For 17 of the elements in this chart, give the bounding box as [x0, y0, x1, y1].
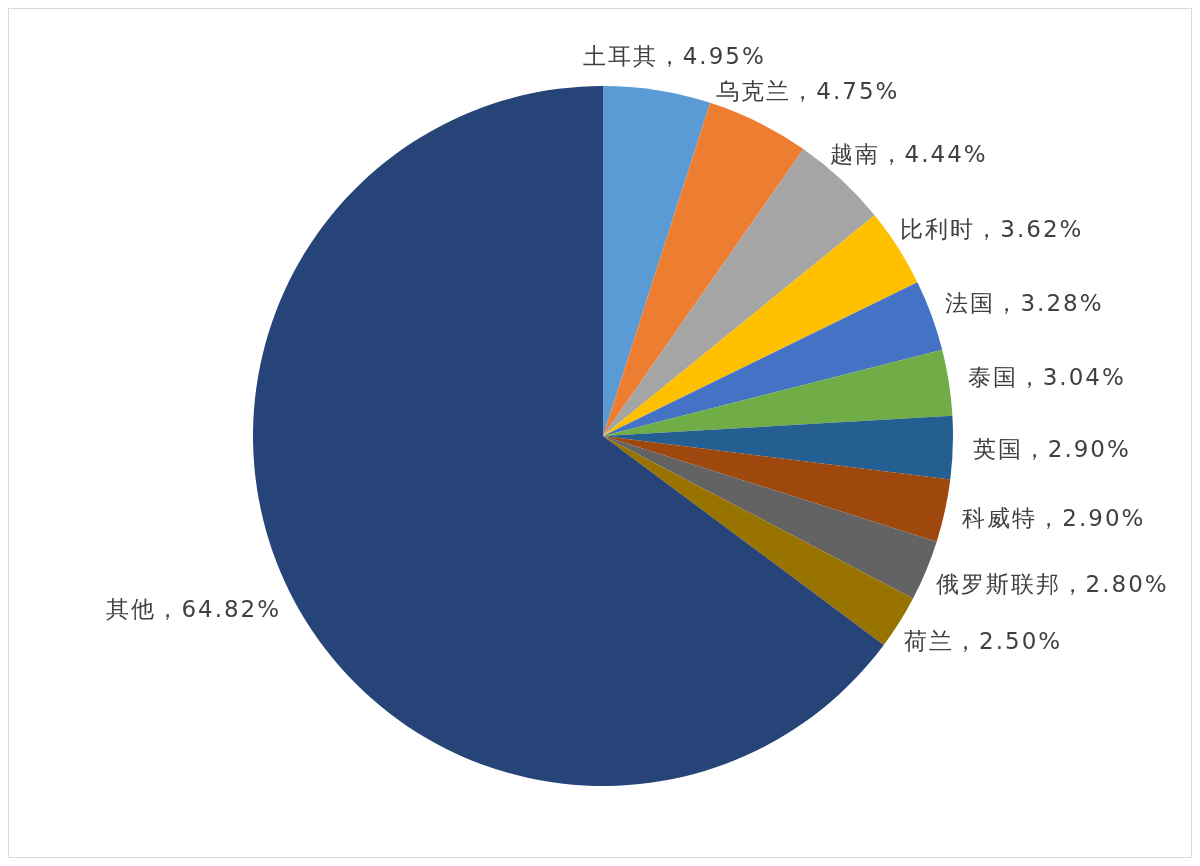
pie-slice: [603, 102, 804, 436]
slice-label: 乌克兰，4.75%: [716, 78, 900, 105]
pie-slice: [603, 349, 953, 436]
slice-label: 荷兰，2.50%: [904, 627, 1063, 654]
slice-label: 其他，64.82%: [106, 595, 282, 622]
pie-slice: [603, 86, 711, 436]
slice-label: 科威特，2.90%: [962, 505, 1146, 532]
slice-label: 俄罗斯联邦，2.80%: [935, 571, 1169, 597]
slice-label: 越南，4.44%: [829, 141, 988, 168]
slice-label: 泰国，3.04%: [967, 364, 1126, 391]
pie-slice: [603, 436, 951, 542]
slice-label: 土耳其，4.95%: [582, 42, 766, 69]
slice-label: 英国，2.90%: [972, 435, 1131, 462]
slice-label: 法国，3.28%: [945, 290, 1104, 317]
pie-slice: [603, 282, 943, 436]
slice-label: 比利时，3.62%: [900, 215, 1084, 242]
pie-slice: [603, 436, 937, 599]
